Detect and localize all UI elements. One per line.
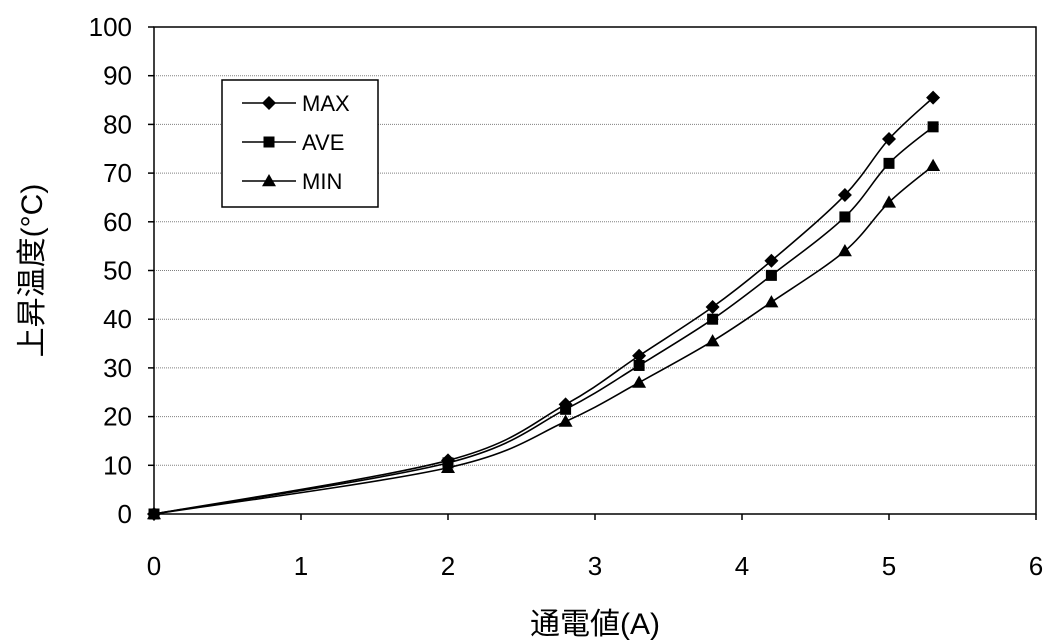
legend-item-min: MIN: [242, 169, 342, 194]
series-line-max: [153, 97, 934, 515]
legend-item-max: MAX: [242, 91, 350, 116]
x-tick-label-2: 2: [441, 551, 455, 581]
y-tick-label-7: 70: [103, 158, 132, 188]
x-tick-label-6: 6: [1029, 551, 1043, 581]
point-max-3: [632, 348, 647, 363]
x-tick-label-1: 1: [294, 551, 308, 581]
legend: MAX AVE MIN: [221, 79, 379, 208]
point-min-8: [926, 158, 941, 172]
legend-label-min: MIN: [302, 169, 342, 194]
y-axis-title: 上昇温度(°C): [16, 184, 49, 358]
y-tick-label-8: 80: [103, 109, 132, 139]
point-min-4: [705, 334, 720, 347]
point-max-7: [882, 132, 896, 147]
x-tick-label-0: 0: [147, 551, 161, 581]
x-tick-label-5: 5: [882, 551, 896, 581]
y-tick-label-2: 20: [103, 402, 132, 432]
series-min: [147, 158, 941, 520]
series-line-ave: [153, 126, 934, 515]
x-tick-label-3: 3: [588, 551, 602, 581]
legend-marker-min: [262, 174, 276, 187]
x-axis-ticks: 0 1 2 3 4 5 6: [147, 514, 1043, 581]
point-ave-2: [560, 403, 572, 415]
point-min-7: [882, 195, 896, 208]
point-ave-8: [927, 121, 939, 133]
point-max-6: [837, 188, 852, 203]
series-layer: [147, 90, 941, 521]
point-max-8: [926, 90, 941, 105]
x-axis-title: 通電値(A): [530, 608, 660, 641]
point-ave-4: [707, 313, 719, 325]
point-ave-6: [839, 211, 851, 223]
x-tick-label-4: 4: [735, 551, 749, 581]
y-tick-label-5: 50: [103, 256, 132, 286]
point-min-1: [441, 460, 455, 473]
point-ave-7: [883, 157, 895, 169]
y-tick-label-4: 40: [103, 304, 132, 334]
y-tick-label-1: 10: [103, 450, 132, 480]
legend-item-ave: AVE: [242, 130, 344, 155]
legend-label-max: MAX: [302, 91, 350, 116]
point-max-4: [705, 300, 720, 315]
y-axis-ticks: 0 10 20 30 40 50 60 70 80 90 100: [89, 12, 154, 529]
legend-box: [221, 79, 379, 208]
point-ave-5: [765, 269, 777, 281]
legend-marker-ave: [263, 136, 275, 148]
legend-marker-max: [262, 96, 276, 110]
legend-label-ave: AVE: [302, 130, 344, 155]
y-tick-label-9: 90: [103, 61, 132, 91]
y-tick-label-3: 30: [103, 353, 132, 383]
point-min-6: [837, 244, 852, 257]
point-min-2: [558, 414, 573, 427]
point-ave-3: [633, 359, 645, 371]
point-min-3: [632, 375, 647, 388]
point-min-0: [147, 507, 161, 520]
y-tick-label-10: 100: [89, 12, 132, 42]
y-tick-label-6: 60: [103, 207, 132, 237]
point-max-5: [764, 253, 779, 268]
y-tick-label-0: 0: [118, 499, 132, 529]
point-min-5: [764, 295, 779, 308]
series-line-min: [153, 165, 934, 515]
